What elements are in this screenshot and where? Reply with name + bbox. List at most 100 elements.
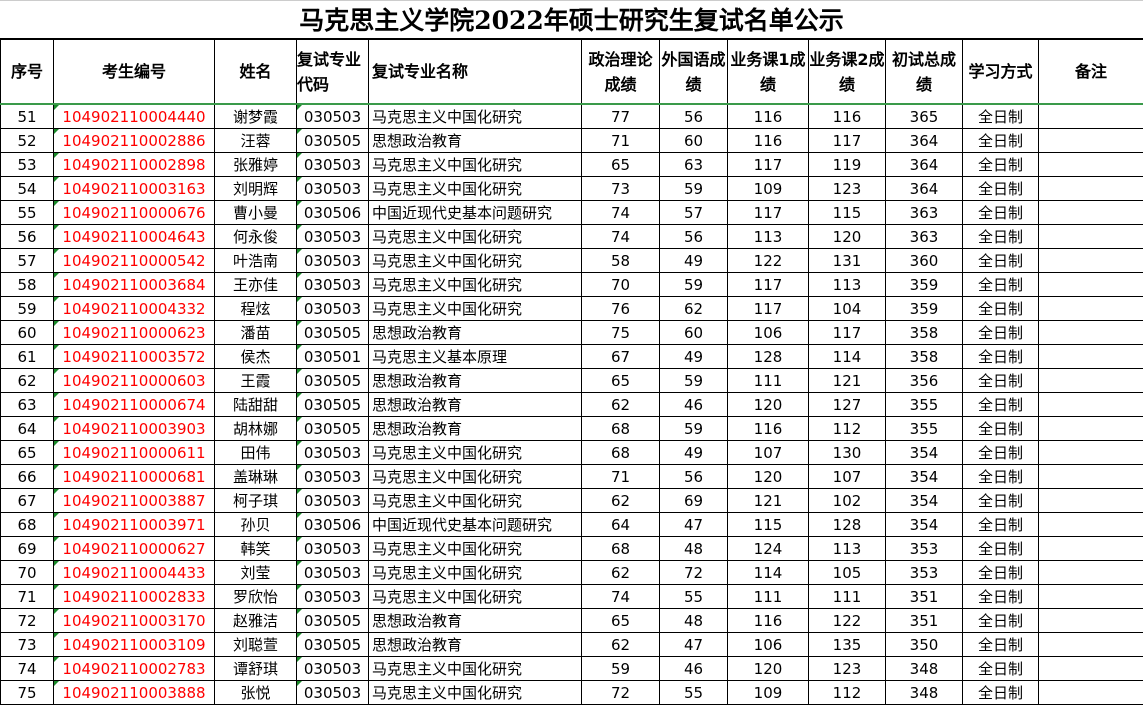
cell-course2-score[interactable]: 119: [809, 153, 886, 177]
cell-major-code[interactable]: 030503: [297, 561, 369, 585]
cell-remarks[interactable]: [1039, 297, 1143, 321]
cell-major-name[interactable]: 马克思主义中国化研究: [369, 249, 582, 273]
cell-politics-score[interactable]: 72: [582, 681, 660, 705]
cell-foreign-language-score[interactable]: 57: [660, 201, 728, 225]
column-header-candidate-id[interactable]: 考生编号: [54, 40, 215, 105]
cell-course2-score[interactable]: 113: [809, 537, 886, 561]
cell-total-score[interactable]: 363: [886, 225, 963, 249]
cell-total-score[interactable]: 354: [886, 465, 963, 489]
cell-major-name[interactable]: 中国近现代史基本问题研究: [369, 513, 582, 537]
cell-major-code[interactable]: 030503: [297, 537, 369, 561]
column-header-course2-score[interactable]: 业务课2成绩: [809, 40, 886, 105]
cell-study-mode[interactable]: 全日制: [963, 609, 1039, 633]
cell-course2-score[interactable]: 122: [809, 609, 886, 633]
cell-candidate-id[interactable]: 104902110004332: [54, 297, 215, 321]
cell-seq[interactable]: 51: [1, 104, 54, 129]
cell-seq[interactable]: 68: [1, 513, 54, 537]
cell-remarks[interactable]: [1039, 129, 1143, 153]
cell-remarks[interactable]: [1039, 321, 1143, 345]
cell-politics-score[interactable]: 77: [582, 104, 660, 129]
cell-study-mode[interactable]: 全日制: [963, 561, 1039, 585]
cell-name[interactable]: 张悦: [215, 681, 297, 705]
cell-major-name[interactable]: 思想政治教育: [369, 393, 582, 417]
cell-politics-score[interactable]: 59: [582, 657, 660, 681]
cell-seq[interactable]: 54: [1, 177, 54, 201]
cell-politics-score[interactable]: 58: [582, 249, 660, 273]
cell-major-name[interactable]: 中国近现代史基本问题研究: [369, 201, 582, 225]
cell-foreign-language-score[interactable]: 56: [660, 104, 728, 129]
cell-course2-score[interactable]: 114: [809, 345, 886, 369]
cell-candidate-id[interactable]: 104902110000627: [54, 537, 215, 561]
cell-remarks[interactable]: [1039, 561, 1143, 585]
cell-total-score[interactable]: 358: [886, 345, 963, 369]
cell-seq[interactable]: 60: [1, 321, 54, 345]
cell-study-mode[interactable]: 全日制: [963, 297, 1039, 321]
cell-candidate-id[interactable]: 104902110003888: [54, 681, 215, 705]
cell-major-name[interactable]: 马克思主义中国化研究: [369, 681, 582, 705]
cell-course1-score[interactable]: 120: [728, 657, 809, 681]
cell-major-name[interactable]: 马克思主义中国化研究: [369, 297, 582, 321]
cell-course2-score[interactable]: 121: [809, 369, 886, 393]
cell-major-code[interactable]: 030503: [297, 273, 369, 297]
cell-study-mode[interactable]: 全日制: [963, 633, 1039, 657]
cell-name[interactable]: 程炫: [215, 297, 297, 321]
cell-course1-score[interactable]: 106: [728, 321, 809, 345]
cell-major-name[interactable]: 马克思主义中国化研究: [369, 561, 582, 585]
cell-total-score[interactable]: 348: [886, 681, 963, 705]
cell-major-name[interactable]: 思想政治教育: [369, 633, 582, 657]
cell-name[interactable]: 田伟: [215, 441, 297, 465]
cell-name[interactable]: 张雅婷: [215, 153, 297, 177]
cell-seq[interactable]: 56: [1, 225, 54, 249]
cell-major-code[interactable]: 030505: [297, 633, 369, 657]
cell-study-mode[interactable]: 全日制: [963, 345, 1039, 369]
cell-candidate-id[interactable]: 104902110002886: [54, 129, 215, 153]
cell-major-code[interactable]: 030505: [297, 393, 369, 417]
cell-politics-score[interactable]: 68: [582, 537, 660, 561]
cell-remarks[interactable]: [1039, 201, 1143, 225]
cell-course1-score[interactable]: 115: [728, 513, 809, 537]
cell-course2-score[interactable]: 130: [809, 441, 886, 465]
cell-name[interactable]: 孙贝: [215, 513, 297, 537]
cell-major-name[interactable]: 马克思主义中国化研究: [369, 537, 582, 561]
column-header-major-code[interactable]: 复试专业代码: [297, 40, 369, 105]
cell-name[interactable]: 胡林娜: [215, 417, 297, 441]
cell-course2-score[interactable]: 111: [809, 585, 886, 609]
cell-major-code[interactable]: 030503: [297, 489, 369, 513]
cell-course1-score[interactable]: 120: [728, 465, 809, 489]
cell-politics-score[interactable]: 74: [582, 585, 660, 609]
cell-politics-score[interactable]: 62: [582, 633, 660, 657]
cell-seq[interactable]: 52: [1, 129, 54, 153]
cell-course2-score[interactable]: 113: [809, 273, 886, 297]
cell-major-code[interactable]: 030503: [297, 585, 369, 609]
cell-foreign-language-score[interactable]: 59: [660, 177, 728, 201]
cell-study-mode[interactable]: 全日制: [963, 249, 1039, 273]
cell-remarks[interactable]: [1039, 249, 1143, 273]
cell-seq[interactable]: 63: [1, 393, 54, 417]
cell-name[interactable]: 曹小曼: [215, 201, 297, 225]
cell-major-code[interactable]: 030503: [297, 681, 369, 705]
cell-politics-score[interactable]: 73: [582, 177, 660, 201]
cell-politics-score[interactable]: 71: [582, 129, 660, 153]
cell-study-mode[interactable]: 全日制: [963, 465, 1039, 489]
cell-politics-score[interactable]: 62: [582, 489, 660, 513]
cell-total-score[interactable]: 364: [886, 153, 963, 177]
cell-remarks[interactable]: [1039, 441, 1143, 465]
cell-seq[interactable]: 65: [1, 441, 54, 465]
column-header-total-score[interactable]: 初试总成绩: [886, 40, 963, 105]
column-header-major-name[interactable]: 复试专业名称: [369, 40, 582, 105]
cell-major-code[interactable]: 030503: [297, 104, 369, 129]
column-header-foreign-language-score[interactable]: 外国语成绩: [660, 40, 728, 105]
cell-major-code[interactable]: 030505: [297, 417, 369, 441]
cell-course2-score[interactable]: 131: [809, 249, 886, 273]
cell-course2-score[interactable]: 117: [809, 129, 886, 153]
cell-candidate-id[interactable]: 104902110003887: [54, 489, 215, 513]
cell-name[interactable]: 刘聪萱: [215, 633, 297, 657]
cell-remarks[interactable]: [1039, 633, 1143, 657]
cell-major-name[interactable]: 马克思主义中国化研究: [369, 104, 582, 129]
cell-foreign-language-score[interactable]: 60: [660, 321, 728, 345]
cell-major-code[interactable]: 030503: [297, 153, 369, 177]
cell-politics-score[interactable]: 68: [582, 417, 660, 441]
cell-major-code[interactable]: 030505: [297, 369, 369, 393]
cell-candidate-id[interactable]: 104902110003109: [54, 633, 215, 657]
cell-course2-score[interactable]: 120: [809, 225, 886, 249]
